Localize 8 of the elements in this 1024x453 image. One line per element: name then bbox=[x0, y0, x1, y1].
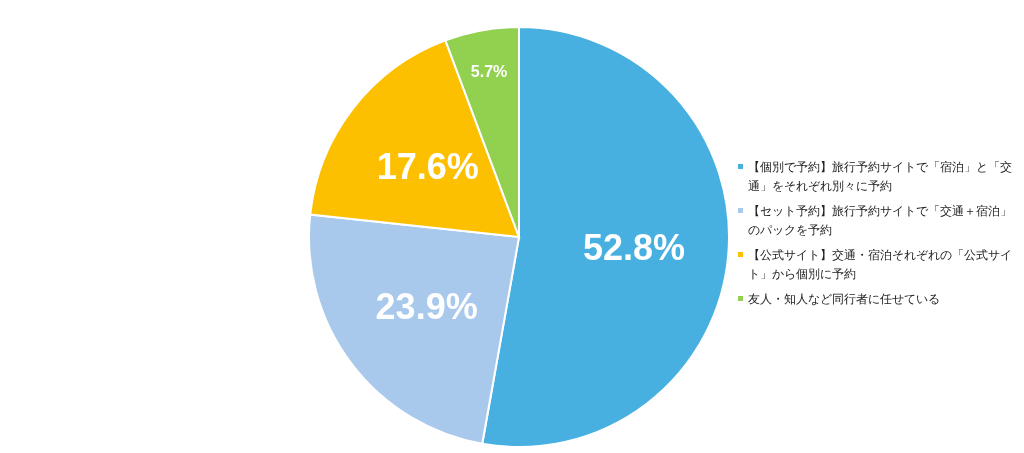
data-label: 23.9% bbox=[375, 285, 478, 327]
data-label: 5.7% bbox=[470, 63, 508, 81]
legend-label: 友人・知人など同行者に任せている bbox=[748, 292, 940, 306]
data-label: 17.6% bbox=[376, 145, 479, 187]
legend-label: 【公式サイト】交通・宿泊それぞれの「公式サイト」から個別に予約 bbox=[748, 248, 1012, 281]
data-label: 52.8% bbox=[583, 226, 686, 268]
legend-label: 【セット予約】旅行予約サイトで「交通＋宿泊」のパックを予約 bbox=[748, 204, 1012, 237]
legend-label: 【個別で予約】旅行予約サイトで「宿泊」と「交通」をそれぞれ別々に予約 bbox=[748, 160, 1012, 193]
